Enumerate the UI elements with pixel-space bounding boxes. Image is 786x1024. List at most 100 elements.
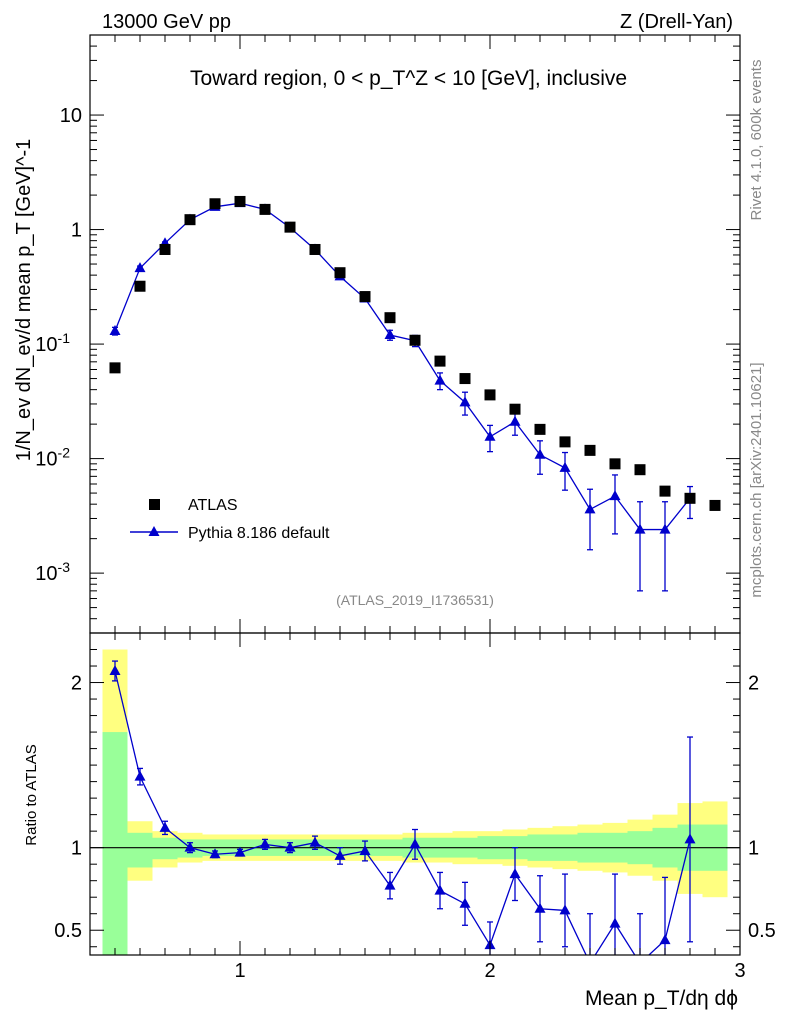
pythia-point — [609, 490, 621, 501]
ratio-point — [259, 838, 271, 849]
atlas-point — [134, 280, 146, 292]
atlas-point — [534, 423, 546, 435]
ratio-band-green — [152, 837, 178, 860]
ratio-point — [359, 844, 371, 855]
rivet-label: Rivet 4.1.0, 600k events — [748, 60, 765, 221]
atlas-point — [184, 214, 196, 226]
pythia-point — [459, 396, 471, 407]
main-y-tick-label: 10-1 — [35, 330, 70, 356]
x-tick-label: 3 — [734, 960, 745, 982]
ratio-frame — [89, 632, 741, 956]
process-label: Z (Drell-Yan) — [620, 11, 733, 33]
ratio-point — [234, 846, 246, 857]
legend-atlas-marker — [149, 499, 160, 510]
atlas-point — [609, 458, 621, 470]
atlas-point — [434, 355, 446, 367]
main-y-tick-label: 1 — [71, 220, 82, 242]
atlas-point — [709, 499, 721, 511]
main-y-tick-label: 10-2 — [35, 445, 70, 471]
ratio-y-tick-label-right: 0.5 — [748, 920, 776, 942]
ratio-point — [534, 902, 546, 913]
collision-label: 13000 GeV pp — [102, 11, 231, 33]
atlas-point — [234, 195, 246, 207]
atlas-point — [109, 362, 121, 374]
ratio-y-tick-label-right: 2 — [748, 673, 759, 695]
main-title: Toward region, 0 < p_T^Z < 10 [GeV], inc… — [190, 67, 627, 90]
pythia-point — [634, 523, 646, 534]
ratio-point — [559, 904, 571, 915]
legend-atlas-label: ATLAS — [188, 497, 238, 514]
main-y-tick-label: 10-3 — [35, 559, 70, 585]
legend-pythia-label: Pythia 8.186 default — [188, 525, 330, 542]
atlas-point — [484, 389, 496, 401]
atlas-point — [659, 485, 671, 497]
ratio-y-tick-label-left: 1 — [71, 838, 82, 860]
ratio-point — [184, 841, 196, 852]
ratio-point — [209, 848, 221, 859]
pythia-point — [509, 415, 521, 426]
atlas-point — [459, 373, 471, 385]
x-axis-label: Mean p_T/dη dϕ — [585, 987, 738, 1010]
atlas-point — [684, 492, 696, 504]
source-label: mcplots.cern.ch [arXiv:2401.10621] — [748, 362, 765, 597]
ratio-point — [334, 849, 346, 860]
ratio-point — [635, 957, 646, 967]
ratio-point — [384, 879, 396, 890]
pythia-point — [534, 448, 546, 459]
atlas-point — [409, 334, 421, 346]
ratio-y-axis-label: Ratio to ATLAS — [23, 744, 40, 845]
ratio-point — [134, 770, 146, 781]
main-axis-ticks: 10-3 10-2 10-1 1 10 — [35, 34, 741, 633]
ratio-point — [309, 836, 321, 847]
ratio-band-green — [127, 832, 153, 868]
atlas-point — [359, 291, 371, 303]
ratio-y-tick-label-right: 1 — [748, 838, 759, 860]
ratio-point — [459, 897, 471, 908]
legend: ATLAS Pythia 8.186 default — [130, 497, 330, 542]
ratio-line — [114, 670, 691, 955]
ratio-y-tick-label-left: 0.5 — [54, 920, 82, 942]
main-y-tick-label: 10 — [60, 105, 82, 127]
ratio-point — [509, 868, 521, 879]
pythia-point — [384, 329, 396, 340]
ratio-point — [585, 957, 596, 967]
atlas-point — [559, 436, 571, 448]
main-panel: 10-3 10-2 10-1 1 10 Toward region, 0 < p_T^Z… — [13, 34, 741, 634]
pythia-point — [559, 461, 571, 472]
pythia-point — [659, 523, 671, 534]
pythia-point — [484, 430, 496, 441]
ratio-point — [109, 664, 121, 675]
ratio-point — [284, 841, 296, 852]
atlas-point — [509, 403, 521, 415]
ratio-point — [159, 821, 171, 832]
atlas-point — [309, 243, 321, 255]
atlas-point — [634, 464, 646, 476]
pythia-point — [134, 262, 146, 273]
pythia-point — [584, 503, 596, 514]
analysis-watermark: (ATLAS_2019_I1736531) — [336, 592, 494, 608]
main-frame — [89, 34, 741, 634]
ratio-point — [409, 838, 421, 849]
atlas-point — [209, 198, 221, 210]
main-plot-area — [109, 195, 721, 592]
ratio-point — [659, 934, 671, 945]
ratio-plot-area — [90, 649, 740, 967]
legend-pythia-marker — [148, 526, 160, 536]
ratio-y-tick-label-left: 2 — [71, 673, 82, 695]
ratio-point — [684, 833, 696, 844]
pythia-point — [434, 374, 446, 385]
x-tick-label: 1 — [234, 960, 245, 982]
atlas-point — [159, 243, 171, 255]
ratio-axis-ticks: 0.5 0.5 1 1 2 2 1 2 3 — [54, 633, 776, 982]
pythia-point — [109, 325, 121, 336]
ratio-panel: 0.5 0.5 1 1 2 2 1 2 3 Ratio to ATLAS Mean p_T/dη… — [23, 632, 776, 1010]
x-tick-label: 2 — [484, 960, 495, 982]
ratio-point — [609, 917, 621, 928]
ratio-band-green — [102, 732, 128, 955]
ratio-series-group — [109, 660, 696, 967]
ratio-point — [434, 884, 446, 895]
pythia-line — [114, 202, 691, 531]
atlas-point — [384, 312, 396, 324]
atlas-point — [584, 444, 596, 456]
